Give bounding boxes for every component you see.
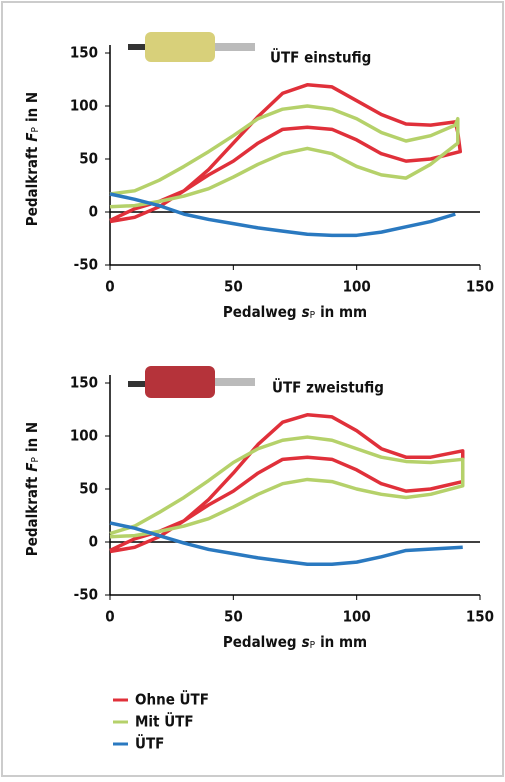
y-tick-label: 100	[70, 97, 98, 115]
label-subscript: P	[30, 456, 41, 462]
label-symbol: s	[302, 633, 310, 651]
x-axis-label: Pedalweg sP in mm	[223, 633, 367, 652]
legend-label: Ohne ÜTF	[135, 690, 209, 709]
x-axis-label: Pedalweg sP in mm	[223, 303, 367, 322]
label-subscript: P	[30, 126, 41, 132]
label-text: Pedalkraft	[23, 476, 41, 556]
series-line	[109, 435, 465, 539]
label-symbol: F	[23, 462, 41, 472]
label-text: Pedalweg	[223, 303, 297, 321]
series-line	[109, 192, 456, 238]
y-tick-label: 100	[70, 427, 98, 445]
x-tick-label: 150	[466, 278, 494, 296]
label-symbol: F	[23, 132, 41, 142]
x-tick-label: 50	[224, 278, 243, 296]
y-axis-label: Pedalkraft FPin N	[23, 422, 42, 556]
y-axis-label: Pedalkraft FPin N	[23, 92, 42, 226]
spring-image	[128, 366, 255, 398]
y-tick-label: -50	[74, 256, 98, 274]
label-subscript: P	[310, 640, 316, 651]
label-text: Pedalkraft	[23, 146, 41, 226]
label-symbol: s	[302, 303, 310, 321]
y-tick-label: -50	[74, 586, 98, 604]
y-tick-label: 0	[89, 533, 98, 551]
spring-image	[128, 32, 255, 62]
label-text: Pedalweg	[223, 633, 297, 651]
y-tick-label: 150	[70, 44, 98, 62]
label-unit: in mm	[320, 633, 367, 651]
legend-label: Mit ÜTF	[135, 712, 194, 731]
series-line	[109, 104, 460, 209]
annotation: ÜTF zweistufig	[272, 378, 384, 397]
label-unit: in N	[23, 422, 41, 452]
y-tick-label: 150	[70, 374, 98, 392]
x-tick-label: 0	[105, 278, 114, 296]
series-line	[109, 521, 463, 567]
x-tick-label: 100	[343, 278, 371, 296]
x-tick-label: 50	[224, 608, 243, 626]
x-tick-label: 150	[466, 608, 494, 626]
y-tick-label: 50	[79, 150, 98, 168]
x-tick-label: 0	[105, 608, 114, 626]
label-unit: in mm	[320, 303, 367, 321]
y-tick-label: 0	[89, 203, 98, 221]
label-unit: in N	[23, 92, 41, 122]
annotation: ÜTF einstufig	[270, 48, 371, 67]
label-subscript: P	[310, 310, 316, 321]
legend-label: ÜTF	[135, 734, 164, 753]
y-tick-label: 50	[79, 480, 98, 498]
x-tick-label: 100	[343, 608, 371, 626]
